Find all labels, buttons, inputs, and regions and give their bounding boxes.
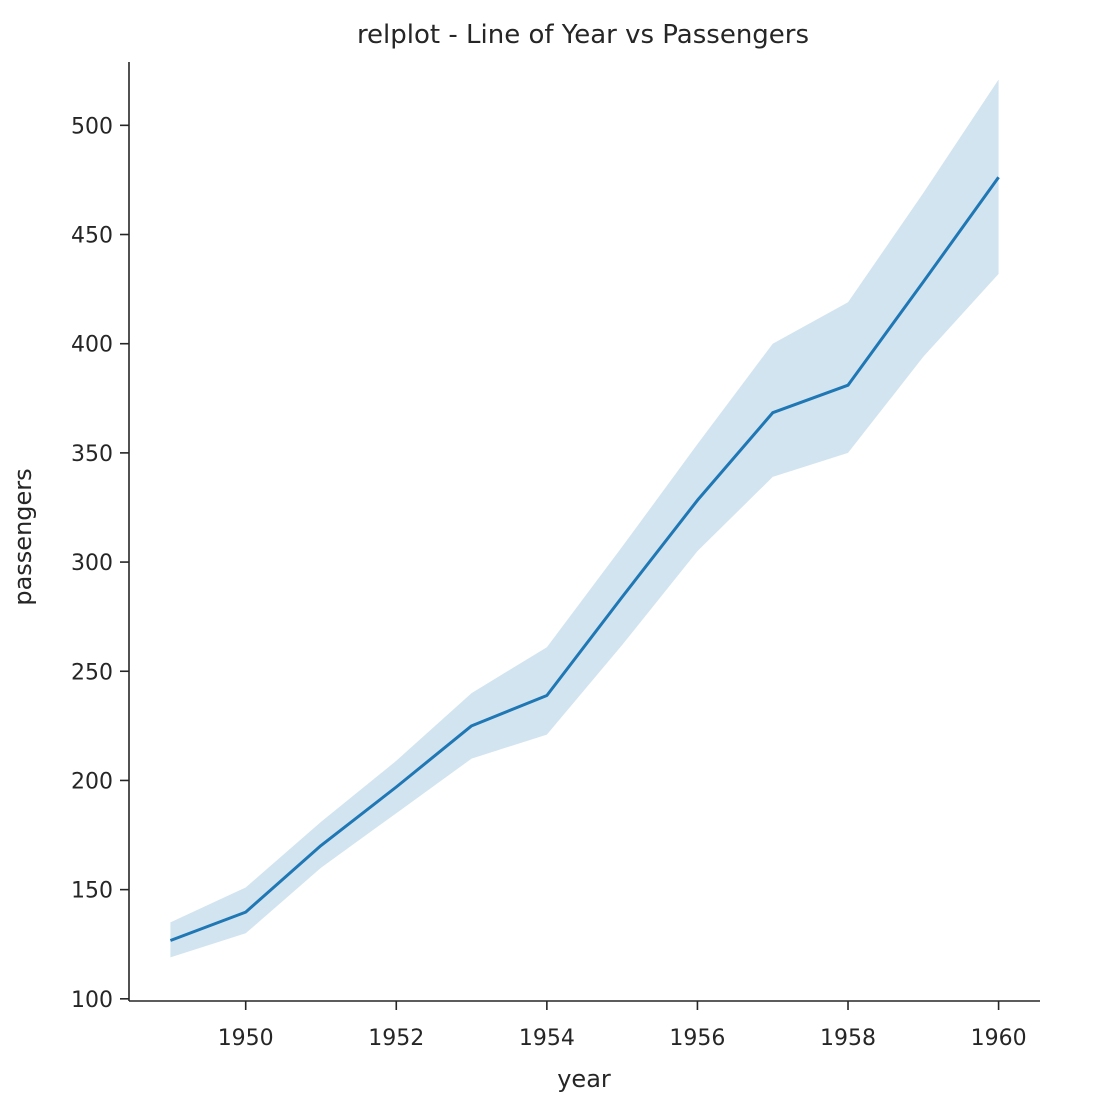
x-tick-label: 1958 — [820, 1026, 876, 1051]
x-tick-label: 1960 — [971, 1026, 1027, 1051]
y-tick-label: 200 — [71, 769, 113, 794]
y-tick-label: 150 — [71, 879, 113, 904]
y-tick-label: 500 — [71, 114, 113, 139]
x-ticks: 1950 1952 1954 1956 1958 1960 — [218, 1001, 1027, 1051]
y-tick-label: 350 — [71, 442, 113, 467]
y-axis-label: passengers — [9, 468, 37, 605]
confidence-band — [170, 79, 999, 958]
y-ticks: 100 150 200 250 300 350 400 450 500 — [71, 114, 129, 1013]
axes: 1950 1952 1954 1956 1958 1960 100 150 200 250 300… — [71, 62, 1040, 1051]
y-tick-label: 300 — [71, 551, 113, 576]
x-tick-label: 1950 — [218, 1026, 274, 1051]
chart-title: relplot - Line of Year vs Passengers — [357, 20, 809, 50]
y-tick-label: 250 — [71, 660, 113, 685]
x-tick-label: 1952 — [368, 1026, 424, 1051]
y-tick-label: 100 — [71, 988, 113, 1013]
x-axis-label: year — [557, 1065, 611, 1093]
x-tick-label: 1956 — [669, 1026, 725, 1051]
y-tick-label: 400 — [71, 333, 113, 358]
y-tick-label: 450 — [71, 224, 113, 249]
plot-area — [169, 79, 1000, 958]
x-tick-label: 1954 — [519, 1026, 575, 1051]
series-line — [169, 176, 1000, 942]
